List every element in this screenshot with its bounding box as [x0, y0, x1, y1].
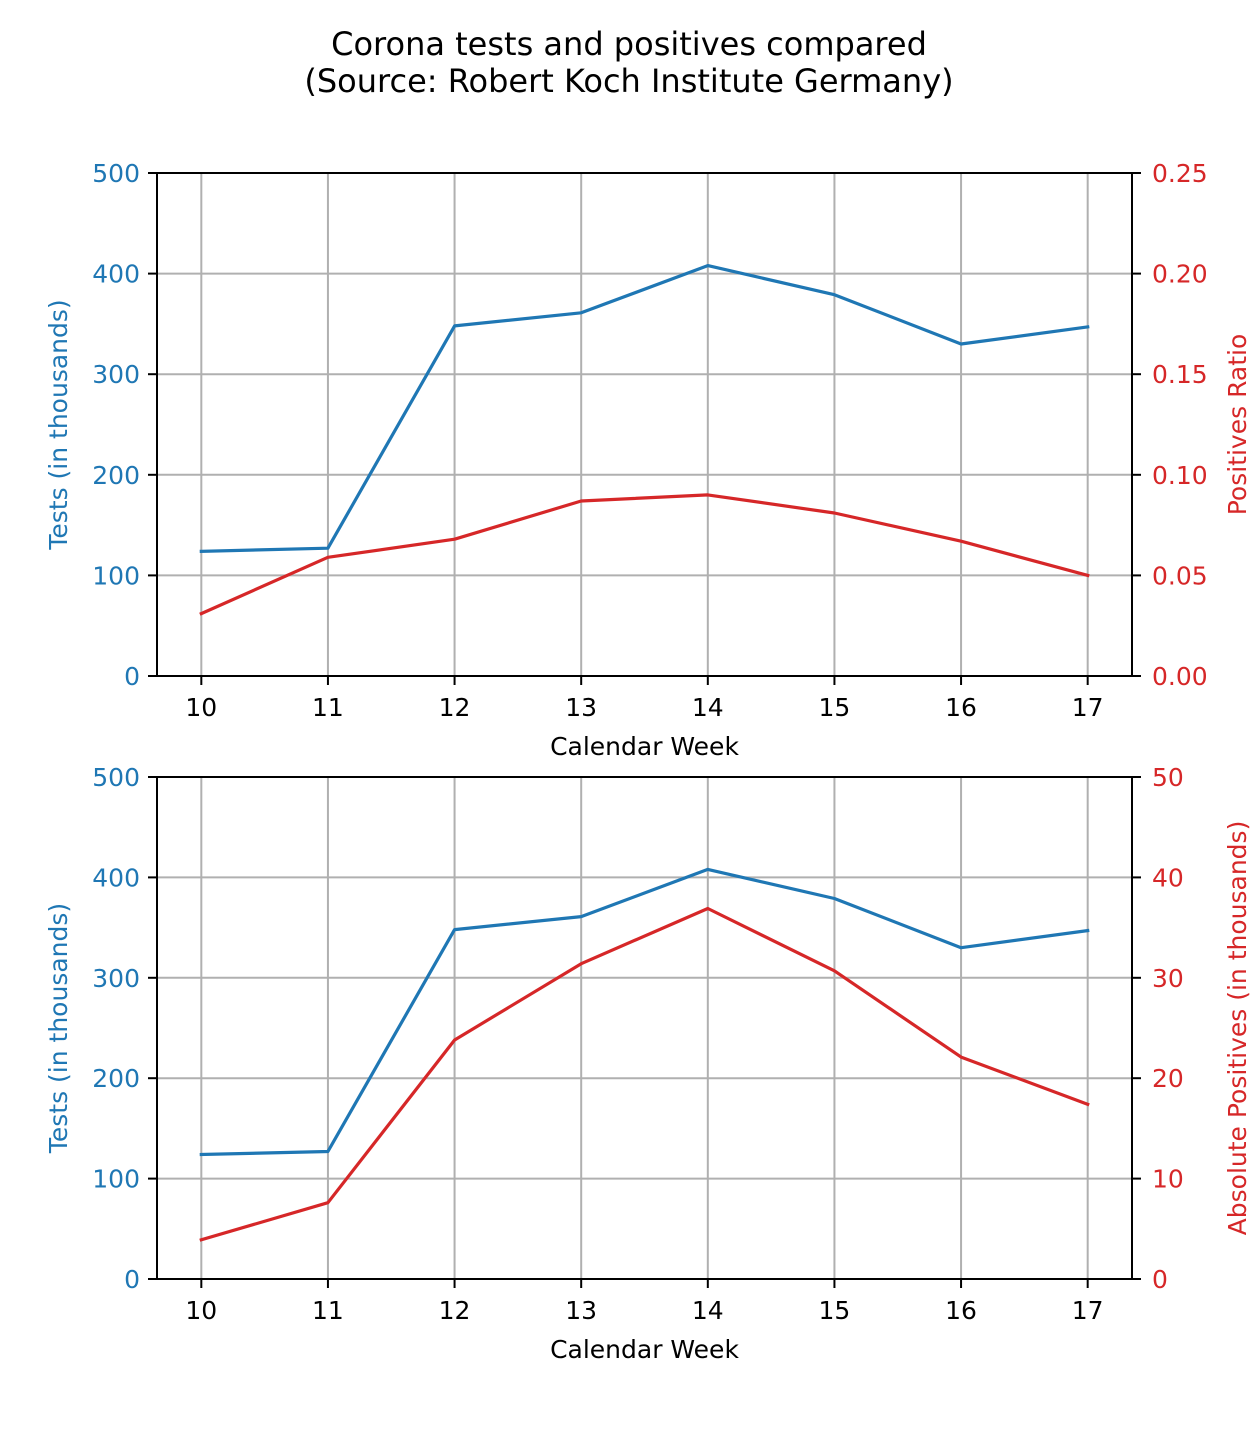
y-left-axis-label: Tests (in thousands): [44, 903, 73, 1154]
figure-title-line-1: Corona tests and positives compared: [331, 25, 927, 63]
x-tick-label: 13: [565, 1296, 597, 1325]
y-right-tick-label: 30: [1152, 964, 1184, 993]
y-left-tick-label: 500: [92, 159, 140, 188]
x-tick-label: 16: [945, 1296, 977, 1325]
axes-frame: [156, 172, 1133, 677]
y-left-tick-label: 300: [92, 360, 140, 389]
y-left-tick-label: 0: [124, 1265, 140, 1294]
x-tick-label: 14: [692, 1296, 724, 1325]
x-tick-label: 10: [185, 1296, 217, 1325]
x-axis-label: Calendar Week: [550, 732, 739, 761]
y-right-tick-label: 40: [1152, 863, 1184, 892]
y-left-tick-label: 400: [92, 260, 140, 289]
y-right-tick-label: 50: [1152, 763, 1184, 792]
axes-frame: [156, 776, 1133, 1280]
y-right-tick-label: 0.05: [1152, 561, 1208, 590]
x-tick-label: 12: [439, 1296, 471, 1325]
y-right-tick-label: 20: [1152, 1064, 1184, 1093]
y-right-tick-label: 0.25: [1152, 159, 1208, 188]
y-right-axis-label: Positives Ratio: [1223, 334, 1252, 516]
x-tick-label: 17: [1072, 1296, 1104, 1325]
y-left-tick-label: 100: [92, 1165, 140, 1194]
y-left-tick-label: 200: [92, 461, 140, 490]
y-left-tick-label: 500: [92, 763, 140, 792]
y-right-tick-label: 10: [1152, 1165, 1184, 1194]
y-left-tick-label: 0: [124, 662, 140, 691]
tests-line: [199, 264, 1090, 553]
x-tick-label: 15: [819, 1296, 851, 1325]
x-tick-label: 11: [312, 1296, 344, 1325]
x-axis-label: Calendar Week: [550, 1335, 739, 1364]
y-left-tick-label: 100: [92, 561, 140, 590]
figure-title-line-2: (Source: Robert Koch Institute Germany): [304, 62, 954, 100]
y-right-tick-label: 0.20: [1152, 260, 1208, 289]
positives-line: [199, 493, 1090, 616]
y-right-tick-label: 0.15: [1152, 360, 1208, 389]
chart-1: 10 11 12 13 14 15 16 17 Calendar Week 0 100 200 300 4…: [44, 159, 1252, 761]
y-right-axis-label: Absolute Positives (in thousands): [1223, 821, 1252, 1236]
x-tick-label: 15: [819, 693, 851, 722]
y-left-tick-label: 200: [92, 1064, 140, 1093]
x-tick-label: 11: [312, 693, 344, 722]
x-tick-label: 16: [945, 693, 977, 722]
x-tick-label: 12: [439, 693, 471, 722]
x-tick-label: 13: [565, 693, 597, 722]
y-right-tick-label: 0.10: [1152, 461, 1208, 490]
y-right-tick-label: 0: [1152, 1265, 1168, 1294]
positives-line: [199, 906, 1090, 1242]
y-right-tick-label: 0.00: [1152, 662, 1208, 691]
x-tick-label: 10: [185, 693, 217, 722]
y-left-tick-label: 300: [92, 964, 140, 993]
y-left-tick-label: 400: [92, 863, 140, 892]
y-left-axis-label: Tests (in thousands): [44, 299, 73, 550]
tests-line: [199, 867, 1090, 1157]
x-tick-label: 14: [692, 693, 724, 722]
x-tick-label: 17: [1072, 693, 1104, 722]
figure-title: Corona tests and positives compared (Sou…: [0, 26, 1258, 100]
